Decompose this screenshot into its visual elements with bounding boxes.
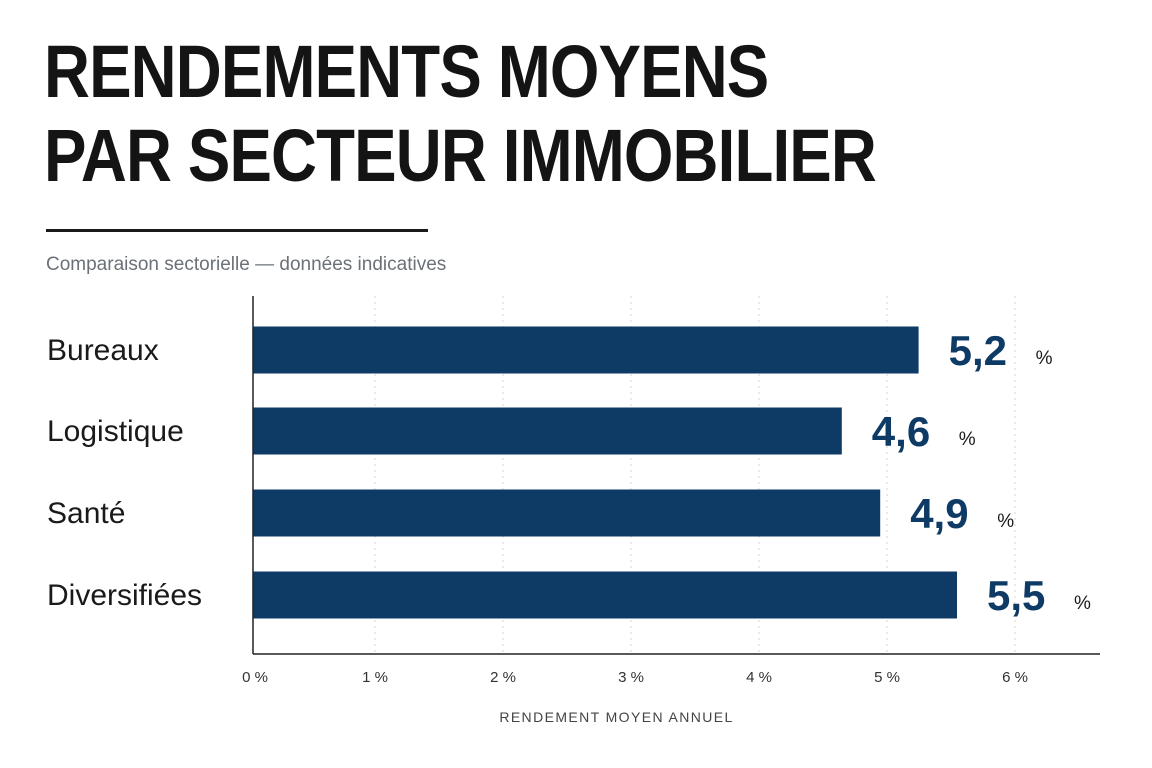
category-label: Santé [47, 497, 125, 530]
x-axis-title: RENDEMENT MOYEN ANNUEL [499, 709, 733, 725]
value-unit: % [997, 511, 1014, 532]
x-tick-label: 1 % [362, 669, 388, 686]
bar-logistique [253, 407, 842, 455]
chart-subtitle: Comparaison sectorielle — données indica… [46, 254, 447, 275]
x-tick-label: 0 % [242, 669, 268, 686]
title-line-1: RENDEMENTS MOYENS [44, 30, 769, 113]
value-unit: % [959, 429, 976, 450]
value-unit: % [1036, 348, 1053, 369]
bar-santé [253, 489, 881, 537]
bars [253, 326, 957, 619]
value-label: 4,9 [910, 490, 968, 537]
category-label: Diversifiées [47, 579, 202, 612]
labels: 0 % 1 % 2 % 3 % 4 % 5 % 6 % Bureaux 5,2 % Logistiq… [47, 327, 1091, 686]
value-unit: % [1074, 593, 1091, 614]
x-tick-label: 4 % [746, 669, 772, 686]
value-label: 5,5 [987, 572, 1045, 619]
title-line-2: PAR SECTEUR IMMOBILIER [44, 114, 877, 197]
bar-diversifiées [253, 571, 957, 619]
value-label: 4,6 [872, 408, 930, 455]
x-tick-label: 3 % [618, 669, 644, 686]
value-label: 5,2 [949, 327, 1007, 374]
category-label: Bureaux [47, 334, 159, 367]
title-divider [46, 229, 428, 232]
category-label: Logistique [47, 415, 184, 448]
chart-title: RENDEMENTS MOYENS PAR SECTEUR IMMOBILIER [44, 30, 877, 198]
x-tick-label: 5 % [874, 669, 900, 686]
axes [252, 296, 1100, 655]
x-tick-label: 2 % [490, 669, 516, 686]
bar-bureaux [253, 326, 919, 374]
x-tick-label: 6 % [1002, 669, 1028, 686]
